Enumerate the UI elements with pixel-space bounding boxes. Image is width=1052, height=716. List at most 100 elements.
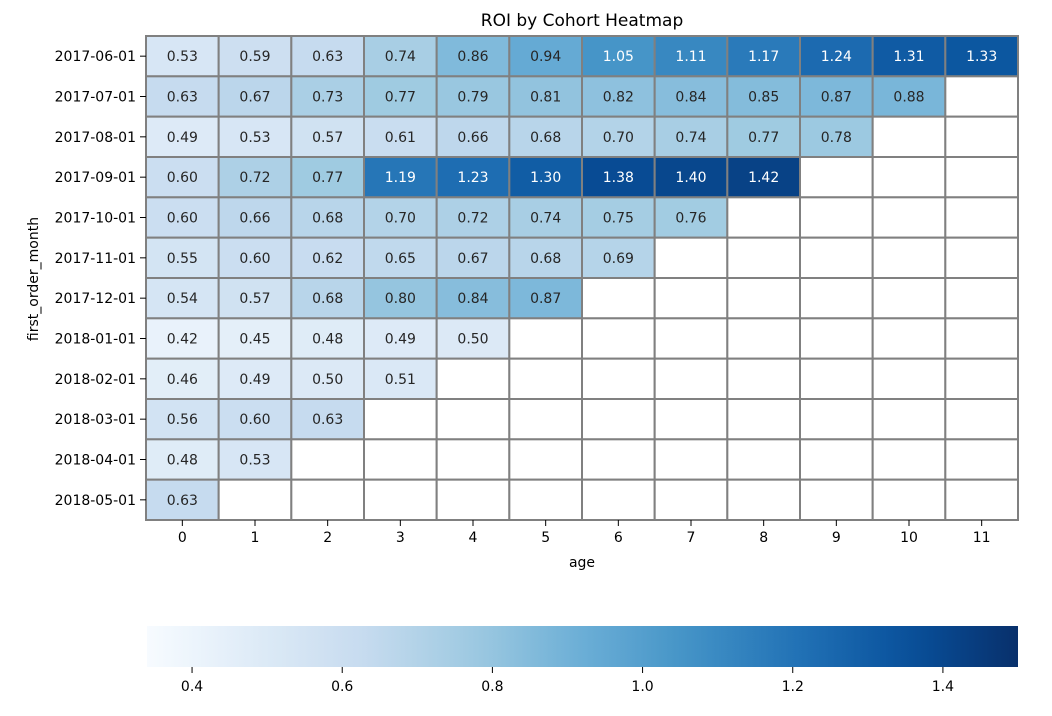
heatmap-cell	[508, 196, 584, 239]
heatmap-cell-label: 1.30	[530, 170, 561, 186]
heatmap-cell-empty	[581, 357, 656, 400]
heatmap-cell-label: 0.50	[457, 332, 488, 348]
heatmap-cell	[290, 317, 366, 360]
x-tick-label: 0	[178, 530, 187, 546]
heatmap-cell-label: 1.40	[675, 170, 706, 186]
heatmap-cell	[290, 398, 366, 441]
heatmap-cell-label: 0.67	[239, 90, 270, 106]
heatmap-cell-empty	[726, 317, 801, 360]
heatmap-cell	[508, 35, 584, 78]
heatmap-cell-empty	[799, 196, 874, 239]
heatmap-cell-empty	[653, 277, 729, 320]
heatmap-cell-empty	[944, 357, 1019, 400]
heatmap-cell-label: 0.55	[167, 251, 198, 267]
y-tick-label: 2017-06-01	[55, 49, 136, 65]
heatmap-cell	[363, 156, 438, 199]
heatmap-cell-empty	[653, 478, 729, 521]
heatmap-cell-label: 1.33	[966, 49, 997, 65]
heatmap-cell-label: 0.74	[385, 49, 416, 65]
heatmap-cell-empty	[726, 236, 801, 280]
heatmap-cell-empty	[871, 438, 947, 481]
y-tick-label: 2017-11-01	[55, 251, 136, 267]
heatmap-cell-label: 1.17	[748, 49, 779, 65]
heatmap-cell-empty	[581, 398, 656, 441]
heatmap-cell-label: 0.62	[312, 251, 343, 267]
heatmap-cell-empty	[508, 317, 584, 360]
heatmap-cell-label: 0.72	[457, 211, 488, 227]
heatmap-cell-label: 0.82	[603, 90, 634, 106]
heatmap-cell	[363, 196, 438, 239]
x-tick-label: 8	[759, 530, 768, 546]
heatmap-cell-empty	[871, 357, 947, 400]
heatmap-cell-label: 0.88	[893, 90, 924, 106]
heatmap-cell	[145, 478, 220, 521]
heatmap-cell-label: 0.56	[167, 412, 198, 428]
heatmap-cell-empty	[653, 398, 729, 441]
heatmap-cell-label: 0.84	[457, 291, 488, 307]
heatmap-cell-label: 0.74	[675, 130, 706, 146]
x-tick-label: 5	[541, 530, 550, 546]
heatmap-cell-empty	[871, 277, 947, 320]
heatmap-cell-empty	[508, 357, 584, 400]
heatmap-cell-empty	[290, 438, 366, 481]
heatmap-cell-label: 0.65	[385, 251, 416, 267]
heatmap-cell-empty	[944, 398, 1019, 441]
heatmap-cell-label: 0.87	[821, 90, 852, 106]
heatmap-cell-label: 0.69	[603, 251, 634, 267]
heatmap-cell	[290, 236, 366, 280]
heatmap-cell-label: 1.23	[457, 170, 488, 186]
y-tick-label: 2017-10-01	[55, 211, 136, 227]
heatmap-cell-label: 0.77	[312, 170, 343, 186]
heatmap-cell-empty	[653, 236, 729, 280]
heatmap-cell-empty	[944, 478, 1019, 521]
heatmap-cell-empty	[508, 438, 584, 481]
colorbar-tick-label: 1.4	[932, 679, 954, 695]
heatmap-cell	[653, 115, 729, 158]
heatmap-cell-label: 0.50	[312, 372, 343, 388]
heatmap-cell-label: 0.49	[385, 332, 416, 348]
heatmap-cell-empty	[435, 398, 511, 441]
x-tick-label: 6	[614, 530, 623, 546]
heatmap-cell	[944, 35, 1019, 78]
heatmap-cell-label: 0.60	[167, 170, 198, 186]
heatmap-cell	[508, 115, 584, 158]
heatmap-cell-empty	[944, 438, 1019, 481]
heatmap-cell-label: 0.63	[312, 412, 343, 428]
heatmap-cell	[508, 236, 584, 280]
heatmap-cell-empty	[726, 438, 801, 481]
heatmap-cell-empty	[944, 75, 1019, 118]
heatmap-cell-label: 0.60	[239, 412, 270, 428]
heatmap-cell-label: 0.59	[239, 49, 270, 65]
y-axis-ticks: 2017-06-01 2017-07-01 2017-08-01 2017-09-01…	[55, 49, 146, 509]
heatmap-cell	[290, 156, 366, 199]
heatmap-cell-empty	[363, 438, 438, 481]
heatmap-cell-label: 0.85	[748, 90, 779, 106]
heatmap-cell	[653, 196, 729, 239]
heatmap-cell-label: 1.24	[821, 49, 852, 65]
heatmap-cell-label: 0.74	[530, 211, 561, 227]
heatmap-cell-empty	[726, 277, 801, 320]
heatmap-cell-label: 0.60	[167, 211, 198, 227]
heatmap-cell-label: 0.81	[530, 90, 561, 106]
y-tick-label: 2017-09-01	[55, 170, 136, 186]
heatmap-cell-label: 0.49	[167, 130, 198, 146]
heatmap-cell	[799, 35, 874, 78]
heatmap-cell-empty	[726, 196, 801, 239]
heatmap-cell-label: 0.68	[530, 251, 561, 267]
heatmap-cell-label: 0.94	[530, 49, 561, 65]
heatmap-cell-label: 0.57	[239, 291, 270, 307]
heatmap-cell-label: 0.79	[457, 90, 488, 106]
heatmap-cell-label: 1.19	[385, 170, 416, 186]
y-axis-label: first_order_month	[26, 217, 42, 341]
x-tick-label: 10	[900, 530, 918, 546]
heatmap-cell-empty	[944, 317, 1019, 360]
colorbar-tick-label: 1.0	[631, 679, 653, 695]
heatmap-cell-empty	[653, 357, 729, 400]
heatmap-cell	[726, 75, 801, 118]
heatmap-cell-label: 1.11	[675, 49, 706, 65]
heatmap-cell-empty	[944, 115, 1019, 158]
y-tick-label: 2017-07-01	[55, 90, 136, 106]
heatmap-cell	[145, 398, 220, 441]
x-tick-label: 1	[251, 530, 260, 546]
